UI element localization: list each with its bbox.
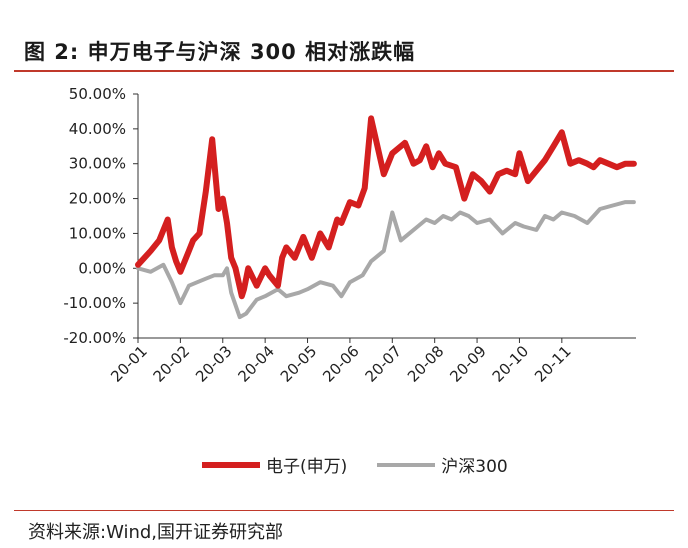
x-tick-label: 20-10 xyxy=(489,342,533,386)
figure-title: 图 2: 申万电子与沪深 300 相对涨跌幅 xyxy=(24,40,416,64)
x-tick-label: 20-11 xyxy=(531,342,575,386)
legend-item-electronics: 电子(申万) xyxy=(202,452,347,477)
x-axis: 20-0120-0220-0320-0420-0520-0620-0720-08… xyxy=(107,337,636,386)
x-tick-label: 20-07 xyxy=(362,342,406,386)
x-tick-label: 20-01 xyxy=(107,342,151,386)
x-tick-label: 20-08 xyxy=(404,342,448,386)
legend-label-csi300: 沪深300 xyxy=(441,457,508,477)
legend-swatch-csi300 xyxy=(377,462,436,467)
x-tick-label: 20-09 xyxy=(446,342,490,386)
series-line-electronics xyxy=(135,115,637,300)
series-line-csi300 xyxy=(136,200,636,320)
y-tick-label: 20.00% xyxy=(69,190,126,208)
y-tick-label: 10.00% xyxy=(69,224,126,242)
legend-item-csi300: 沪深300 xyxy=(377,452,508,477)
x-tick-label: 20-05 xyxy=(277,342,321,386)
x-tick-label: 20-06 xyxy=(319,342,363,386)
source-divider xyxy=(14,510,674,511)
title-divider xyxy=(14,70,674,72)
x-tick-label: 20-02 xyxy=(150,342,194,386)
y-tick-label: -20.00% xyxy=(63,329,126,347)
legend-swatch-electronics xyxy=(202,461,260,468)
x-tick-label: 20-03 xyxy=(192,342,236,386)
series-layer xyxy=(135,115,637,320)
legend-label-electronics: 电子(申万) xyxy=(266,457,348,477)
y-tick-label: 40.00% xyxy=(69,120,126,138)
source-note: 资料来源:Wind,国开证券研究部 xyxy=(28,522,284,543)
y-axis: -20.00% -10.00% 0.00% 10.00% 20.00% 30.00% 40.… xyxy=(63,85,139,347)
legend: 电子(申万) 沪深300 xyxy=(202,452,538,477)
y-tick-label: 30.00% xyxy=(69,155,126,173)
y-tick-label: -10.00% xyxy=(63,294,126,312)
y-tick-label: 0.00% xyxy=(78,259,126,277)
x-tick-label: 20-04 xyxy=(234,342,278,386)
y-tick-label: 50.00% xyxy=(69,85,126,103)
